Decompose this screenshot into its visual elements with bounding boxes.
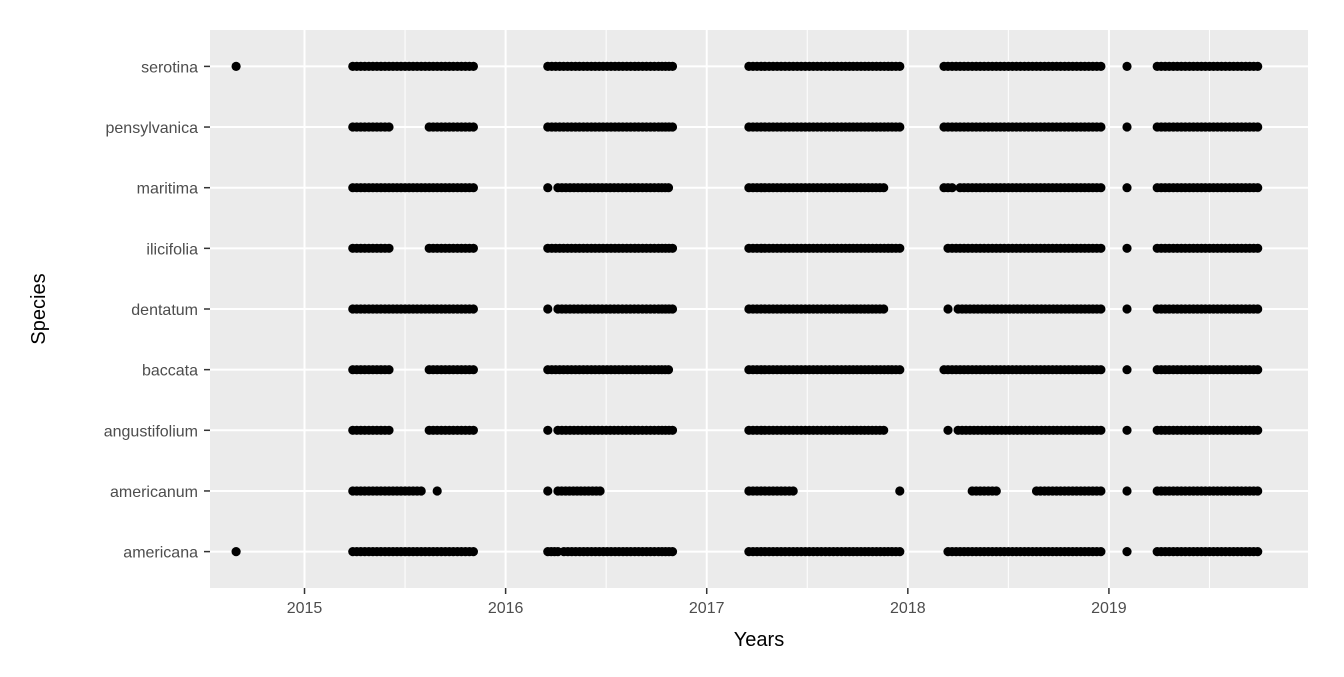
data-point [667, 122, 678, 132]
data-point [879, 425, 889, 435]
data-point [1096, 304, 1106, 314]
data-point [543, 304, 553, 314]
data-point [991, 486, 1001, 496]
data-point [468, 183, 478, 193]
data-point [1096, 61, 1106, 71]
x-tick-label: 2018 [890, 600, 926, 617]
data-point [432, 486, 442, 496]
data-point [384, 122, 394, 132]
data-point [788, 486, 798, 496]
data-point [1253, 425, 1263, 435]
series-ilicifolia [348, 243, 1263, 253]
y-axis-title: Species [28, 273, 50, 344]
series-pensylvanica [348, 122, 1263, 132]
x-tick-label: 2017 [689, 600, 725, 617]
data-point [543, 486, 553, 496]
data-point [667, 547, 678, 557]
data-point [1122, 122, 1132, 132]
y-tick-label: angustifolium [104, 423, 198, 440]
series-maritima [348, 183, 1263, 193]
y-tick-label: ilicifolia [146, 241, 198, 258]
data-point [1122, 365, 1132, 375]
data-point [1253, 547, 1263, 557]
data-point [895, 61, 905, 71]
data-point [1253, 365, 1263, 375]
data-point [468, 304, 478, 314]
x-axis-title: Years [734, 629, 784, 651]
data-point [384, 365, 394, 375]
data-point [879, 304, 889, 314]
data-point [231, 547, 241, 557]
data-point [468, 547, 478, 557]
data-point [1096, 425, 1106, 435]
data-point [543, 425, 553, 435]
x-axis: 2015 2016 2017 2018 2019 [287, 588, 1127, 617]
data-point [1122, 425, 1132, 435]
x-tick-label: 2015 [287, 600, 323, 617]
data-point [663, 365, 674, 375]
series-angustifolium [348, 425, 1263, 435]
y-tick-label: americana [123, 545, 198, 562]
data-point [384, 425, 394, 435]
data-point [1096, 183, 1106, 193]
data-point [663, 183, 674, 193]
data-point [1253, 304, 1263, 314]
data-point [543, 183, 553, 193]
data-point [468, 425, 478, 435]
data-point [1122, 61, 1132, 71]
data-point [667, 61, 678, 71]
data-point [468, 365, 478, 375]
series-americana [231, 547, 1263, 557]
data-point [468, 122, 478, 132]
series-serotina [231, 61, 1263, 71]
x-tick-label: 2019 [1091, 600, 1127, 617]
data-point [895, 122, 905, 132]
series-dentatum [348, 304, 1263, 314]
data-point [1096, 365, 1106, 375]
data-point [667, 243, 678, 253]
y-tick-label: americanum [110, 484, 198, 501]
data-point [895, 365, 905, 375]
y-tick-label: serotina [141, 59, 198, 76]
y-tick-label: maritima [137, 181, 198, 198]
data-point [1253, 122, 1263, 132]
data-point [384, 243, 394, 253]
data-point [667, 304, 678, 314]
y-tick-label: baccata [142, 363, 198, 380]
data-point [943, 304, 953, 314]
data-point [1096, 122, 1106, 132]
y-tick-label: pensylvanica [106, 120, 199, 137]
data-point [1122, 243, 1132, 253]
data-point [231, 61, 241, 71]
data-point [468, 243, 478, 253]
data-point [1253, 183, 1263, 193]
data-point [1253, 486, 1263, 496]
data-point [895, 243, 905, 253]
series-baccata [348, 365, 1263, 375]
points-layer [231, 61, 1263, 557]
data-point [1122, 304, 1132, 314]
data-point [895, 547, 905, 557]
data-point [416, 486, 426, 496]
data-point [1122, 183, 1132, 193]
data-point [947, 183, 957, 193]
data-point [595, 486, 605, 496]
y-tick-label: dentatum [131, 302, 198, 319]
data-point [667, 425, 678, 435]
data-point [1253, 61, 1263, 71]
data-point [1122, 547, 1132, 557]
data-point [1096, 243, 1106, 253]
data-point [1096, 547, 1106, 557]
data-point [1096, 486, 1106, 496]
data-point [1122, 486, 1132, 496]
data-point [943, 425, 953, 435]
x-tick-label: 2016 [488, 600, 524, 617]
data-point [879, 183, 889, 193]
series-americanum [348, 486, 1263, 496]
data-point [895, 486, 905, 496]
y-axis: americana americanum angustifolium baccata d… [104, 59, 210, 562]
data-point [1253, 243, 1263, 253]
data-point [468, 61, 478, 71]
